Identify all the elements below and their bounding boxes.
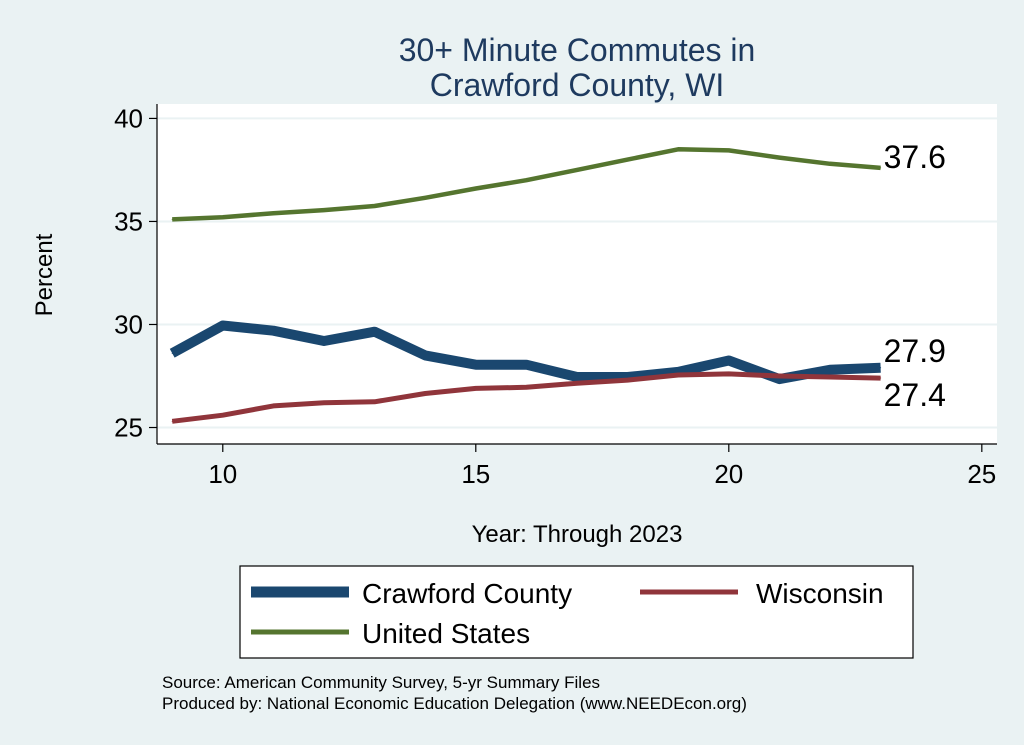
- x-axis-label: Year: Through 2023: [472, 521, 683, 548]
- data-point-crawford-county-10: [222, 325, 224, 327]
- y-tick-label-25: 25: [114, 413, 143, 443]
- end-labels: 27.9 27.4 37.6: [884, 139, 946, 413]
- data-point-crawford-county-17: [576, 376, 578, 378]
- data-point-united-states-16: [525, 179, 527, 181]
- legend-label-wisconsin: Wisconsin: [756, 578, 884, 609]
- data-point-crawford-county-16: [525, 364, 527, 366]
- plot-area: [157, 104, 997, 444]
- source-note: Source: American Community Survey, 5-yr …: [162, 673, 600, 692]
- data-point-united-states-23: [880, 167, 882, 169]
- data-point-crawford-county-23: [880, 367, 882, 369]
- data-point-wisconsin-14: [424, 393, 426, 395]
- legend: Crawford County Wisconsin United States: [239, 565, 914, 659]
- data-point-united-states-22: [829, 163, 831, 165]
- data-point-crawford-county-20: [728, 360, 730, 362]
- data-point-crawford-county-13: [374, 331, 376, 333]
- legend-label-crawford-county: Crawford County: [362, 578, 572, 609]
- end-label-crawford-county: 27.9: [884, 333, 946, 369]
- y-tick-label-30: 30: [114, 309, 143, 339]
- data-point-united-states-21: [778, 157, 780, 159]
- data-point-wisconsin-12: [323, 402, 325, 404]
- data-point-united-states-9: [171, 218, 173, 220]
- data-point-crawford-county-19: [677, 371, 679, 373]
- x-tick-label-20: 20: [714, 459, 743, 489]
- y-tick-label-35: 35: [114, 206, 143, 236]
- data-point-crawford-county-21: [778, 378, 780, 380]
- data-point-wisconsin-22: [829, 376, 831, 378]
- data-point-united-states-20: [728, 149, 730, 151]
- x-tick-label-25: 25: [967, 459, 996, 489]
- data-point-wisconsin-16: [525, 386, 527, 388]
- produced-by-note: Produced by: National Economic Education…: [162, 694, 747, 713]
- data-point-crawford-county-12: [323, 340, 325, 342]
- data-point-wisconsin-17: [576, 382, 578, 384]
- chart-title-line-1: 30+ Minute Commutes in: [399, 32, 756, 68]
- legend-label-united-states: United States: [362, 618, 530, 649]
- x-tick-label-15: 15: [461, 459, 490, 489]
- data-point-wisconsin-13: [374, 401, 376, 403]
- data-point-united-states-13: [374, 205, 376, 207]
- data-point-wisconsin-19: [677, 374, 679, 376]
- data-point-wisconsin-21: [778, 375, 780, 377]
- end-label-united-states: 37.6: [884, 139, 946, 175]
- data-point-wisconsin-10: [222, 414, 224, 416]
- data-point-united-states-17: [576, 169, 578, 171]
- data-point-crawford-county-9: [171, 352, 173, 354]
- data-point-crawford-county-14: [424, 354, 426, 356]
- data-point-wisconsin-15: [475, 387, 477, 389]
- data-point-united-states-15: [475, 187, 477, 189]
- data-point-wisconsin-23: [880, 377, 882, 379]
- data-point-united-states-18: [627, 159, 629, 161]
- grid: [157, 117, 997, 429]
- legend-box: [239, 565, 914, 659]
- y-tick-label-40: 40: [114, 103, 143, 133]
- data-point-united-states-14: [424, 197, 426, 199]
- data-point-wisconsin-11: [272, 405, 274, 407]
- data-point-crawford-county-18: [627, 376, 629, 378]
- end-label-wisconsin: 27.4: [884, 377, 946, 413]
- data-point-crawford-county-22: [829, 369, 831, 371]
- ticks: 25 30 35 40 10 15 20 25: [114, 103, 996, 489]
- data-point-crawford-county-11: [272, 330, 274, 332]
- x-tick-label-10: 10: [208, 459, 237, 489]
- data-point-united-states-11: [272, 212, 274, 214]
- chart-title-line-2: Crawford County, WI: [430, 67, 725, 103]
- data-point-united-states-19: [677, 148, 679, 150]
- chart-title: 30+ Minute Commutes in Crawford County, …: [399, 32, 756, 103]
- axes: [156, 104, 997, 445]
- y-axis-label: Percent: [31, 233, 58, 316]
- data-point-wisconsin-9: [171, 420, 173, 422]
- data-point-crawford-county-15: [475, 364, 477, 366]
- data-point-wisconsin-18: [627, 379, 629, 381]
- data-point-united-states-10: [222, 216, 224, 218]
- data-point-wisconsin-20: [728, 373, 730, 375]
- data-point-united-states-12: [323, 209, 325, 211]
- series-lines: [169, 147, 882, 424]
